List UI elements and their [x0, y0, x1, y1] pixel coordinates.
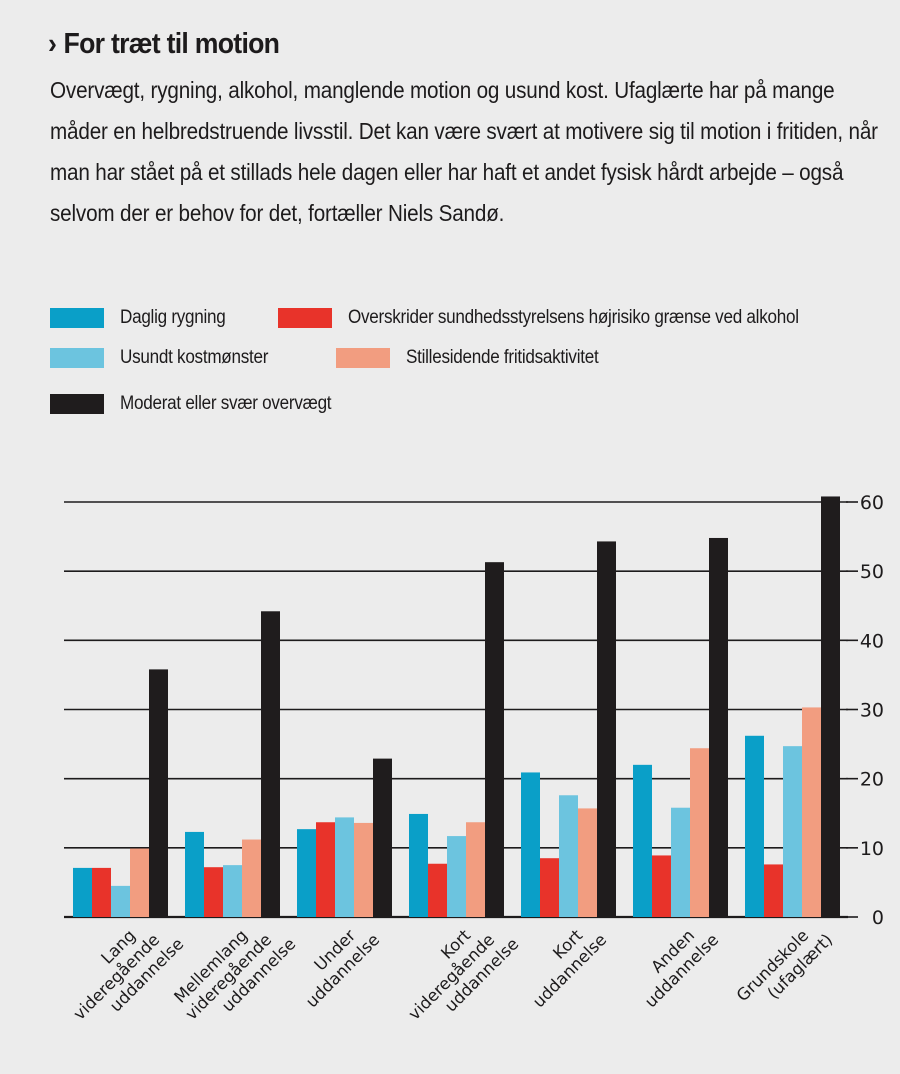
bar: [783, 746, 802, 917]
bar: [521, 772, 540, 917]
bar: [354, 822, 373, 917]
legend-label: Daglig rygning: [120, 307, 226, 328]
bar: [821, 496, 840, 917]
y-tick-label: 0: [872, 907, 884, 929]
bar: [204, 867, 223, 917]
y-tick-label: 30: [860, 700, 884, 722]
y-tick-label: 40: [860, 630, 884, 652]
bar: [633, 764, 652, 917]
bar-group: [633, 537, 728, 917]
y-tick-label: 20: [860, 769, 884, 791]
bar-group: [521, 541, 616, 917]
x-axis-labels: LangvideregåendeuddannelseMellemlangvide…: [70, 925, 837, 1024]
bar: [428, 863, 447, 917]
legend-item: Stillesidende fritidsaktivitet: [336, 347, 620, 369]
bar: [73, 867, 92, 917]
y-tick-label: 50: [860, 561, 884, 583]
legend-swatch: [278, 308, 332, 328]
bar: [223, 865, 242, 917]
legend-label: Moderat eller svær overvægt: [120, 393, 332, 414]
legend-swatch: [50, 348, 104, 368]
bars: [73, 496, 840, 917]
bar: [261, 611, 280, 917]
y-axis: 0 10 20 30 40 50 60: [846, 492, 884, 929]
bar: [540, 858, 559, 917]
bar: [466, 822, 485, 917]
bar: [335, 817, 354, 917]
page-title: › For træt til motion: [48, 28, 280, 61]
bar: [485, 562, 504, 917]
legend-swatch: [50, 394, 104, 414]
y-tick-label: 60: [860, 492, 884, 514]
x-tick-label: Grundskole(ufaglært): [733, 926, 836, 1005]
title-text: For træt til motion: [63, 28, 280, 60]
bar: [597, 541, 616, 917]
intro-paragraph: Overvægt, rygning, alkohol, manglende mo…: [50, 77, 878, 226]
y-tick-label: 10: [860, 838, 884, 860]
bar: [764, 864, 783, 917]
bar: [373, 758, 392, 917]
bar-group: [185, 611, 280, 917]
legend-item: Daglig rygning: [50, 307, 237, 329]
legend-swatch: [336, 348, 390, 368]
legend-item: Moderat eller svær overvægt: [50, 393, 355, 415]
bar: [409, 813, 428, 917]
bar: [297, 829, 316, 917]
legend-item: Overskrider sundhedsstyrelsens højrisiko…: [278, 307, 849, 329]
bar: [111, 885, 130, 917]
bar: [149, 669, 168, 917]
bar: [802, 707, 821, 917]
legend-label: Stillesidende fritidsaktivitet: [406, 347, 599, 368]
bar: [185, 831, 204, 917]
bar: [690, 748, 709, 917]
bar: [447, 836, 466, 917]
bar: [671, 807, 690, 917]
bar: [745, 735, 764, 917]
legend-label: Usundt kostmønster: [120, 347, 269, 368]
bar-group: [297, 758, 392, 917]
bar: [92, 867, 111, 917]
bar: [316, 822, 335, 917]
bar: [578, 808, 597, 917]
legend-swatch: [50, 308, 104, 328]
bar: [652, 855, 671, 917]
bar-group: [73, 669, 168, 917]
bar: [242, 839, 261, 917]
bar-group: [409, 562, 504, 917]
bar: [559, 795, 578, 917]
legend-item: Usundt kostmønster: [50, 347, 285, 369]
legend-label: Overskrider sundhedsstyrelsens højrisiko…: [348, 307, 799, 328]
bar: [130, 848, 149, 917]
chevron-right-icon: ›: [48, 28, 57, 60]
bar-group: [745, 496, 840, 917]
bar: [709, 537, 728, 917]
